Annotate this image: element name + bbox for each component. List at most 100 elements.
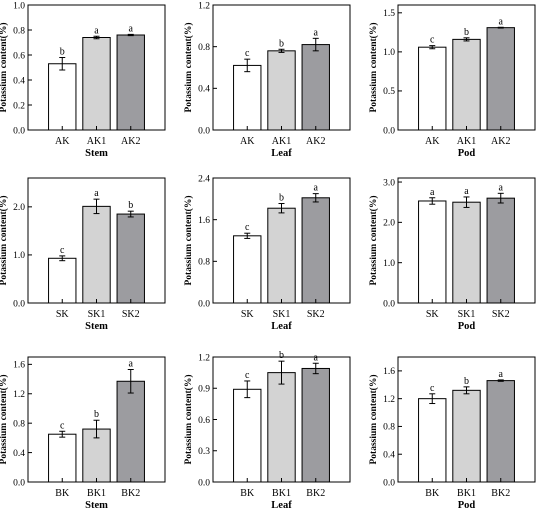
y-tick-label: 2.0 (13, 203, 25, 213)
significance-letter: b (279, 38, 284, 49)
x-tick-label: BK1 (87, 488, 106, 499)
x-axis-label: Leaf (271, 500, 292, 510)
y-axis-label: Potassium content(%) (368, 196, 379, 286)
x-tick-label: BK1 (457, 488, 476, 499)
y-tick-label: 0.4 (13, 76, 25, 86)
chart-panel: 0.0 0.8 1.6 2.4 Potassium content(%) c SK b SK1 a… (183, 174, 351, 332)
x-tick-label: BK2 (491, 488, 510, 499)
bar (116, 34, 145, 131)
y-tick-label: 2.0 (383, 219, 395, 229)
x-axis-label: Leaf (271, 148, 292, 159)
bar (48, 63, 77, 131)
chart-panel: 0.0 0.5 1.0 1.5 Potassium content(%) c AK b AK1 a… (368, 4, 536, 159)
significance-letter: c (60, 245, 65, 256)
significance-letter: b (464, 27, 469, 38)
bar (233, 64, 262, 131)
x-tick-label: SK (56, 309, 70, 320)
x-tick-label: BK1 (272, 488, 291, 499)
chart-panel: 0.0 1.0 2.0 3.0 Potassium content(%) a SK a SK1 a… (368, 177, 536, 332)
x-axis-label: Stem (85, 148, 108, 159)
significance-letter: b (128, 200, 133, 211)
significance-letter: a (430, 187, 435, 198)
bar (418, 398, 447, 483)
y-tick-label: 1.2 (13, 390, 25, 400)
x-tick-label: SK1 (88, 309, 106, 320)
bar (301, 367, 330, 483)
significance-letter: a (94, 25, 99, 36)
y-axis-label: Potassium content(%) (368, 23, 379, 113)
bar (452, 201, 481, 304)
significance-letter: b (464, 376, 469, 387)
y-tick-label: 0.4 (198, 85, 210, 95)
bar (233, 235, 262, 304)
y-tick-label: 1.0 (383, 48, 395, 58)
significance-letter: a (129, 359, 134, 370)
x-tick-label: SK2 (492, 309, 510, 320)
bar (116, 213, 145, 304)
chart-panel: 0.0 0.2 0.4 0.6 0.8 1.0 Potassium content(%) b A… (0, 1, 166, 159)
y-tick-label: 1.6 (383, 367, 395, 377)
y-tick-label: 1.6 (198, 216, 210, 226)
y-tick-label: 0.0 (13, 478, 25, 488)
significance-letter: c (245, 222, 250, 233)
bar (116, 380, 145, 483)
bar (267, 372, 296, 483)
bar (486, 380, 515, 483)
x-tick-label: BK (55, 488, 70, 499)
y-tick-label: 1.0 (383, 259, 395, 269)
y-tick-label: 0.6 (13, 51, 25, 61)
significance-letter: a (464, 186, 469, 197)
x-tick-label: AK2 (121, 136, 140, 147)
bar (267, 50, 296, 131)
significance-letter: a (129, 23, 134, 34)
chart-panel: 0.0 0.4 0.8 1.2 1.6 Potassium content(%) c BK b B… (0, 356, 166, 510)
y-tick-label: 1.5 (383, 9, 395, 19)
y-tick-label: 0.0 (13, 126, 25, 136)
significance-letter: a (314, 352, 319, 363)
x-tick-label: SK2 (122, 309, 140, 320)
significance-letter: b (279, 350, 284, 361)
significance-letter: c (245, 48, 250, 59)
bar (301, 44, 330, 131)
y-axis-label: Potassium content(%) (183, 375, 194, 465)
y-tick-label: 0.0 (383, 299, 395, 309)
chart-panel: 0.0 1.0 2.0 Potassium content(%) c SK a SK1 b SK2… (0, 177, 166, 332)
x-tick-label: AK (425, 136, 440, 147)
bar (82, 37, 111, 131)
y-axis-label: Potassium content(%) (0, 23, 9, 113)
significance-letter: b (60, 47, 65, 58)
significance-letter: a (314, 183, 319, 194)
bar (418, 46, 447, 131)
y-tick-label: 0.0 (198, 478, 210, 488)
x-axis-label: Stem (85, 500, 108, 510)
significance-letter: b (94, 409, 99, 420)
significance-letter: c (430, 383, 435, 394)
x-tick-label: AK (240, 136, 255, 147)
chart-panel: 0.0 0.4 0.8 1.2 Potassium content(%) c AK b AK1 a… (183, 1, 351, 159)
y-axis-label: Potassium content(%) (183, 196, 194, 286)
y-tick-label: 0.4 (13, 449, 25, 459)
x-axis-label: Leaf (271, 321, 292, 332)
bar (233, 388, 262, 483)
y-tick-label: 1.6 (13, 361, 25, 371)
x-tick-label: BK (425, 488, 440, 499)
x-tick-label: AK2 (491, 136, 510, 147)
y-axis-label: Potassium content(%) (183, 23, 194, 113)
x-tick-label: AK1 (87, 136, 106, 147)
bar (418, 200, 447, 304)
y-tick-label: 0.9 (198, 385, 210, 395)
y-tick-label: 0.0 (383, 126, 395, 136)
significance-letter: a (314, 27, 319, 38)
x-axis-label: Pod (458, 500, 476, 510)
chart-panel: 0.0 0.4 0.8 1.2 1.6 Potassium content(%) c BK b B… (368, 356, 536, 510)
y-tick-label: 0.6 (198, 416, 210, 426)
x-tick-label: AK1 (272, 136, 291, 147)
y-axis-label: Potassium content(%) (0, 196, 9, 286)
y-tick-label: 0.0 (198, 126, 210, 136)
bar (452, 389, 481, 483)
y-tick-label: 0.3 (198, 447, 210, 457)
x-axis-label: Stem (85, 321, 108, 332)
bar (486, 197, 515, 304)
bar (48, 433, 77, 483)
